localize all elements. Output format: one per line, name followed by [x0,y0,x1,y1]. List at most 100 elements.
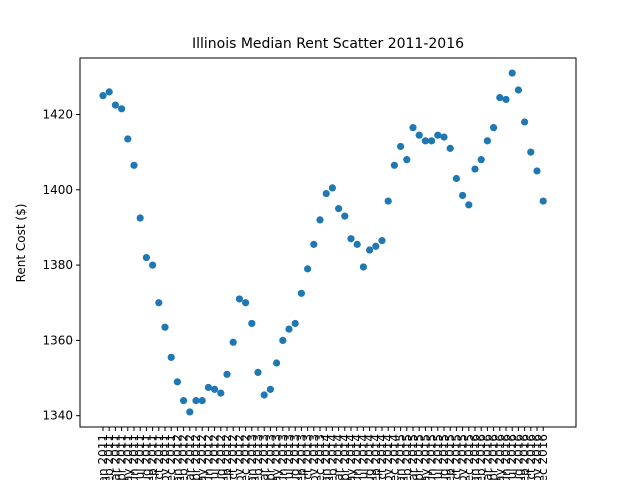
y-tick-label: 1360 [42,333,73,347]
data-point [186,408,194,416]
x-tick-label: Sep 2013 [294,434,308,480]
y-axis-label: Rent Cost ($) [14,204,28,283]
x-tick-label: Nov 2014 [381,434,395,480]
x-tick-label: May 2011 [121,434,135,480]
data-point [471,165,479,173]
data-point [409,124,417,132]
data-point [322,189,330,198]
data-point [527,148,535,156]
data-point [167,353,175,361]
x-tick-label: Sep 2016 [518,434,532,480]
data-point [260,391,268,399]
x-tick-label: Apr 2016 [487,434,501,480]
data-point [211,385,219,393]
data-point [161,323,169,331]
x-tick-label: Jul 2014 [356,434,370,480]
y-tick-label: 1400 [42,183,73,197]
data-point [452,174,460,183]
data-point [415,131,423,139]
data-point [446,144,454,152]
data-point [508,69,516,77]
data-point [142,253,150,262]
x-tick-label: Jun 2016 [499,434,513,480]
data-point [118,105,126,113]
data-point [378,237,386,245]
x-tick-label: Jul 2012 [208,434,222,480]
data-point [136,214,144,222]
x-tick-label: Sep 2012 [220,434,234,480]
data-point [291,319,299,328]
y-axis: 1340 1360 1380 1400 1420 [42,107,80,423]
x-tick-label: Jan 2011 [96,434,110,480]
data-point [490,124,498,132]
x-tick-label: May 2014 [344,434,358,480]
x-tick-label: Mar 2011 [108,434,122,480]
data-point [521,118,529,126]
data-point [341,212,349,220]
x-tick-label: Aug 2016 [511,434,525,480]
data-point [111,101,119,109]
data-point [397,142,405,151]
x-tick-label: Nov 2011 [158,434,172,480]
x-tick-label: Nov 2012 [232,434,246,480]
x-tick-label: Apr 2014 [338,434,352,480]
x-tick-label: Mar 2012 [183,434,197,480]
data-point [297,289,305,297]
data-point [459,191,467,200]
x-tick-label: Sep 2014 [369,434,383,480]
data-point [421,137,429,145]
x-tick-label: Jul 2015 [431,434,445,480]
data-point [353,240,361,248]
x-tick-label: Mar 2015 [406,434,420,480]
x-tick-label: Jan 2016 [468,434,482,480]
data-point [304,265,312,273]
x-tick-label: Jun 2011 [127,434,141,480]
x-tick-label: Sep 2015 [443,434,457,480]
data-point [366,246,374,254]
x-tick-label: Dec 2013 [313,434,327,480]
chart-title: Illinois Median Rent Scatter 2011-2016 [192,36,464,52]
data-point [372,242,380,250]
x-tick-label: Apr 2011 [115,434,129,480]
x-tick-label: Apr 2015 [412,434,426,480]
x-tick-label: Dec 2016 [536,434,550,480]
x-tick-label: Aug 2012 [214,434,228,480]
x-tick-label: Mar 2014 [332,434,346,480]
data-point [223,370,231,378]
x-tick-label: Oct 2012 [226,434,240,480]
x-tick-label: Feb 2014 [325,434,339,480]
x-tick-label: Nov 2013 [307,434,321,480]
data-point [496,93,504,102]
x-tick-label: Sep 2011 [146,434,160,480]
x-tick-label: Dec 2011 [164,434,178,480]
data-point [105,88,113,96]
x-tick-label: Dec 2012 [239,434,253,480]
x-tick-label: May 2015 [418,434,432,480]
data-point [124,135,132,143]
x-tick-label: Jan 2013 [245,434,259,480]
data-point [99,92,107,100]
x-tick-label: Jul 2011 [133,434,147,480]
x-tick-label: Oct 2013 [301,434,315,480]
data-point [279,336,287,344]
data-point [347,235,355,243]
data-point [242,299,250,307]
x-tick-label: Jun 2014 [350,434,364,480]
x-tick-label: Oct 2014 [375,434,389,480]
x-tick-label: Jul 2013 [282,434,296,480]
data-point [539,197,547,205]
data-point [316,216,324,224]
data-point [155,299,163,307]
x-tick-label: Jan 2014 [319,434,333,480]
plot-frame [79,57,577,428]
x-tick-label: Mar 2013 [257,434,271,480]
x-tick-label: Nov 2016 [530,434,544,480]
data-point [192,397,200,405]
data-point [428,137,436,145]
x-tick-label: Jun 2012 [201,434,215,480]
x-tick-label: Oct 2015 [449,434,463,480]
data-point [477,156,485,164]
x-tick-label: Mar 2016 [480,434,494,480]
data-point [328,184,336,192]
y-tick-label: 1420 [42,107,73,121]
